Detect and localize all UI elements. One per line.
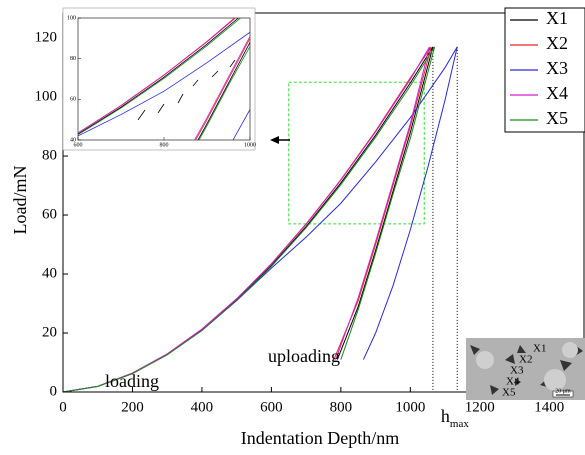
inset-x-tick-label: 600 xyxy=(74,142,83,148)
y-tick-label: 80 xyxy=(42,147,57,163)
legend: X1 X2 X3 X4 X5 xyxy=(504,7,585,133)
inset-arrows xyxy=(137,59,236,121)
zoom-arrow xyxy=(270,136,290,144)
inset-x-tick-label: 1000 xyxy=(244,142,256,148)
scale-bar-label: 20 μm xyxy=(555,388,571,394)
loading-label: loading xyxy=(105,371,159,391)
y-tick-label: 60 xyxy=(42,206,57,222)
y-tick-label: 0 xyxy=(50,383,58,399)
x-tick-label: 0 xyxy=(59,399,67,415)
plot-frame xyxy=(62,12,585,393)
y-tick-label: 100 xyxy=(35,88,58,104)
inset-plot xyxy=(78,18,250,140)
inset-x-tick-label: 800 xyxy=(160,142,169,148)
micrograph-label: X1 xyxy=(533,343,546,355)
axes: 0 200 400 600 800 1000 1200 1400 0 20 40 60 80 100 120 xyxy=(35,30,565,416)
series-line xyxy=(78,18,250,140)
legend-label: X1 xyxy=(546,8,568,28)
hmax-sub: max xyxy=(450,418,469,430)
series-line xyxy=(63,46,430,392)
legend-label: X5 xyxy=(546,108,568,128)
x-tick-label: 200 xyxy=(121,399,144,415)
hmax-main: h xyxy=(441,406,450,426)
y-axis-label: Load/mN xyxy=(10,166,30,235)
x-tick-label: 1000 xyxy=(395,399,425,415)
x-tick-label: 1400 xyxy=(534,399,564,415)
micrograph-label: X5 xyxy=(502,387,516,399)
micrograph-label: X4 xyxy=(506,376,520,388)
series-line xyxy=(78,31,250,140)
legend-label: X4 xyxy=(546,83,568,103)
y-tick-label: 40 xyxy=(42,265,57,281)
series-line xyxy=(63,46,436,392)
zoom-box xyxy=(288,81,425,225)
inset-y-tick-label: 60 xyxy=(70,97,76,103)
x-axis-label: Indentation Depth/nm xyxy=(241,428,399,448)
legend-label: X2 xyxy=(546,33,568,53)
inset-y-tick-label: 40 xyxy=(70,137,76,143)
y-tick-label: 20 xyxy=(42,324,57,340)
series-line xyxy=(78,18,250,140)
legend-label: X3 xyxy=(546,58,568,78)
x-tick-label: 400 xyxy=(191,399,214,415)
x-tick-label: 1200 xyxy=(465,399,495,415)
plot-area xyxy=(63,46,458,392)
micrograph-label: X2 xyxy=(519,354,532,366)
inset-y-tick-label: 80 xyxy=(70,56,76,62)
series-line xyxy=(78,18,250,140)
unloading-label: uploading xyxy=(268,346,340,366)
y-tick-label: 120 xyxy=(35,30,58,46)
x-tick-label: 600 xyxy=(260,399,283,415)
micrograph-label: X3 xyxy=(510,365,524,377)
x-tick-label: 800 xyxy=(330,399,353,415)
inset-y-tick-label: 100 xyxy=(67,15,76,21)
inset: 600 800 1000 40 60 80 100 xyxy=(62,7,256,151)
hmax-label: hmax xyxy=(441,406,469,429)
